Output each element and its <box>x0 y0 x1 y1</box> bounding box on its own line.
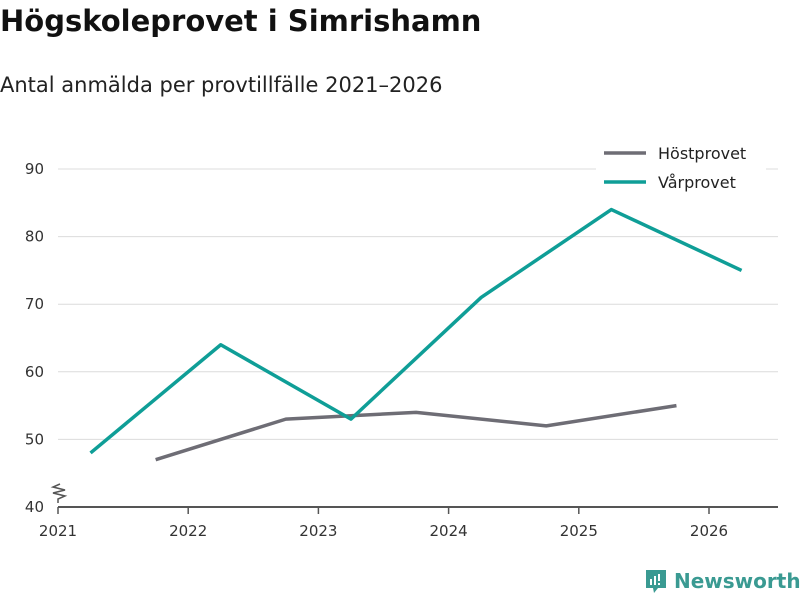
newsworthy-logo: Newsworthy <box>644 568 800 594</box>
logo-icon <box>646 570 666 593</box>
x-tick-label: 2024 <box>430 522 468 540</box>
legend-label: Höstprovet <box>658 144 746 163</box>
y-tick-label: 50 <box>25 430 44 448</box>
x-tick-label: 2022 <box>169 522 207 540</box>
legend-bg <box>596 138 766 164</box>
x-tick-label: 2025 <box>560 522 598 540</box>
x-tick-label: 2023 <box>299 522 337 540</box>
chart-title: Högskoleprovet i Simrishamn <box>0 4 482 38</box>
y-tick-label: 70 <box>25 295 44 313</box>
y-tick-label: 90 <box>25 160 44 178</box>
series-line-vårprovet <box>89 207 743 455</box>
legend-bg <box>596 167 766 193</box>
x-tick-label: 2021 <box>39 522 77 540</box>
y-tick-label: 40 <box>25 498 44 516</box>
series-line-höstprovet <box>155 403 677 462</box>
legend-label: Vårprovet <box>658 173 736 192</box>
y-tick-label: 60 <box>25 363 44 381</box>
brand-name: Newsworthy <box>674 569 800 593</box>
chart-subtitle: Antal anmälda per provtillfälle 2021–202… <box>0 73 443 97</box>
x-tick-label: 2026 <box>690 522 728 540</box>
axis-break-icon <box>50 483 68 503</box>
y-tick-label: 80 <box>25 228 44 246</box>
